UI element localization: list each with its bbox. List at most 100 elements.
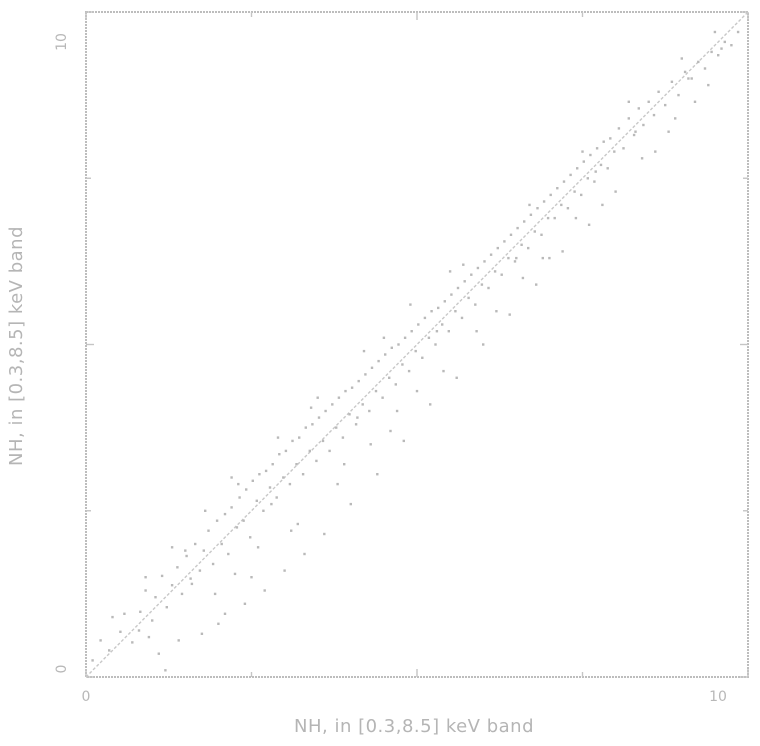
data-point (139, 610, 142, 613)
data-point (389, 429, 392, 433)
data-point (213, 592, 217, 596)
data-point (223, 612, 227, 615)
data-point (573, 190, 576, 193)
data-point (482, 343, 485, 346)
data-point (343, 463, 346, 466)
data-point (561, 250, 564, 253)
data-point (529, 213, 533, 216)
data-point (91, 659, 94, 662)
data-point (707, 83, 710, 87)
data-point (495, 310, 498, 313)
data-point (703, 67, 707, 70)
data-point (354, 423, 358, 426)
data-point (262, 509, 265, 512)
data-point (523, 220, 526, 223)
data-point (627, 117, 630, 120)
data-point (395, 409, 399, 413)
data-point (303, 552, 306, 556)
data-point (500, 273, 503, 276)
data-point (331, 403, 334, 406)
data-point (581, 150, 584, 153)
data-point (527, 246, 530, 250)
data-point (409, 303, 412, 306)
data-point (546, 216, 550, 220)
data-point (652, 113, 656, 117)
data-point (586, 177, 589, 180)
data-point (637, 107, 640, 110)
data-point (298, 436, 301, 439)
data-point (515, 256, 518, 260)
data-points (91, 30, 740, 672)
data-point (256, 546, 260, 549)
data-point (634, 130, 637, 133)
data-point (369, 443, 372, 446)
data-point (627, 100, 630, 103)
data-point (237, 482, 240, 486)
data-point (377, 359, 380, 363)
data-point (687, 77, 690, 80)
y-tick-label: 10 (54, 33, 70, 51)
data-point (713, 30, 717, 34)
data-point (516, 226, 519, 230)
data-point (227, 552, 230, 556)
data-point (548, 256, 551, 260)
data-point (202, 549, 205, 552)
data-point (368, 409, 371, 413)
data-point (301, 473, 305, 476)
data-point (304, 426, 307, 429)
data-point (235, 526, 239, 529)
data-point (560, 203, 563, 207)
data-point (245, 488, 248, 491)
data-point (243, 602, 247, 605)
data-point (275, 496, 278, 499)
data-point (283, 569, 286, 572)
data-point (520, 243, 523, 246)
data-point (657, 90, 660, 93)
data-point (388, 376, 391, 379)
data-point (606, 167, 609, 170)
data-point (311, 423, 314, 426)
data-point (170, 546, 174, 549)
data-point (455, 376, 458, 379)
data-point (194, 542, 197, 546)
data-point (467, 296, 470, 300)
data-point (434, 343, 437, 346)
data-point (200, 632, 204, 635)
data-point (317, 416, 321, 419)
data-point (427, 336, 431, 339)
data-point (480, 283, 484, 286)
data-point (521, 276, 525, 280)
data-point (123, 612, 126, 615)
data-point (238, 496, 241, 499)
data-point (508, 313, 511, 316)
data-point (535, 283, 538, 286)
data-point (270, 502, 273, 506)
data-point (536, 207, 539, 210)
data-point (211, 562, 215, 566)
data-point (442, 369, 445, 373)
data-point (251, 479, 254, 482)
data-point (295, 463, 298, 466)
data-point (421, 356, 424, 359)
data-point (683, 70, 687, 74)
data-point (447, 330, 450, 333)
data-point (258, 473, 261, 476)
data-point (207, 529, 210, 532)
data-point (594, 170, 597, 173)
data-point (217, 622, 220, 625)
data-point (403, 336, 407, 339)
data-point (278, 453, 281, 456)
data-point (323, 532, 326, 536)
data-point (601, 203, 604, 207)
data-point (509, 233, 513, 236)
data-point (349, 502, 352, 506)
data-point (617, 127, 621, 130)
data-point (474, 303, 477, 306)
data-point (417, 323, 420, 326)
data-point (456, 286, 460, 290)
x-tick-label: 10 (709, 689, 727, 705)
data-point (429, 403, 432, 406)
data-point (337, 396, 341, 399)
data-point (290, 529, 293, 532)
data-point (151, 619, 154, 622)
